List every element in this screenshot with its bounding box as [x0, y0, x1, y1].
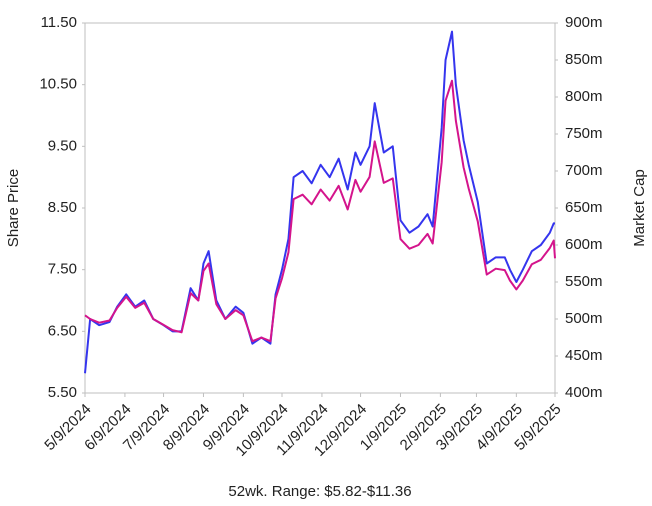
y-tick-label: 9.50 [48, 137, 77, 154]
y2-tick-label: 500m [565, 310, 603, 327]
y2-tick-label: 850m [565, 51, 603, 68]
y2-tick-label: 400m [565, 384, 603, 401]
y2-tick-label: 750m [565, 125, 603, 142]
y2-tick-label: 900m [565, 14, 603, 31]
y-tick-label: 6.50 [48, 322, 77, 339]
y-tick-label: 8.50 [48, 199, 77, 216]
y-tick-label: 5.50 [48, 384, 77, 401]
series-line [84, 30, 555, 374]
y-tick-label: 7.50 [48, 261, 77, 278]
plot-frame [84, 22, 556, 394]
y2-tick-label: 700m [565, 162, 603, 179]
y2-tick-label: 550m [565, 273, 603, 290]
y2-tick-label: 450m [565, 347, 603, 364]
y-tick-label: 11.50 [41, 14, 77, 31]
y-tick-label: 10.50 [39, 76, 77, 93]
y2-tick-label: 600m [565, 236, 603, 253]
y2-tick-label: 800m [565, 88, 603, 105]
series-line [84, 79, 556, 343]
y-axis-title: Share Price [5, 169, 22, 247]
y2-axis-title: Market Cap [631, 169, 648, 247]
caption: 52wk. Range: $5.82-$11.36 [228, 483, 411, 500]
y2-tick-label: 650m [565, 199, 603, 216]
